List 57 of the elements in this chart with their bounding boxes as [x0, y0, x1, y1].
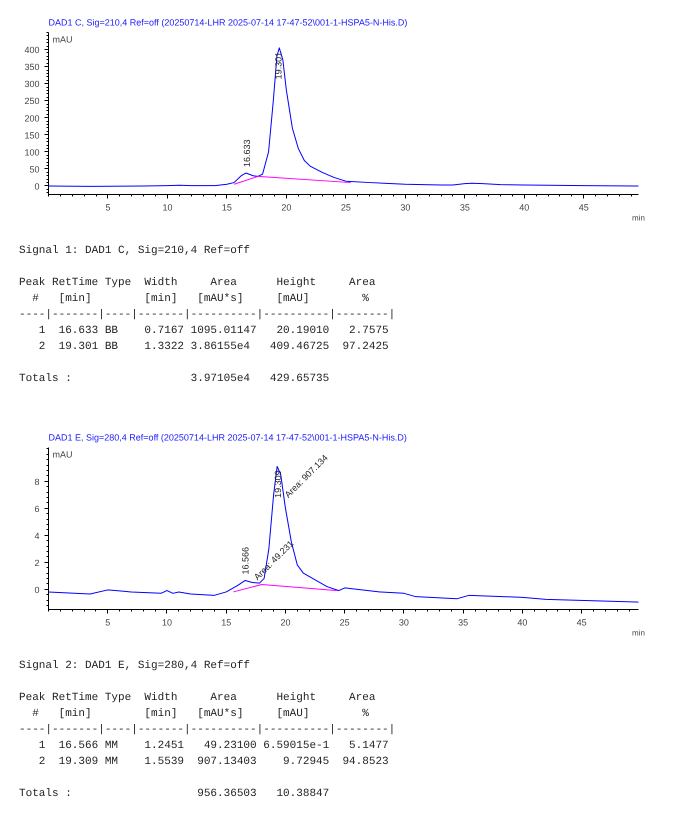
annotation: 16.633 — [242, 139, 252, 168]
x-tick-label: 35 — [458, 618, 468, 628]
line-series — [48, 47, 638, 187]
text: 1 16.566 MM 1.2451 49.23100 6.59015e-1 5.1477 — [38, 740, 389, 752]
y-tick-label: 300 — [24, 79, 40, 90]
text: Peak RetTime Type Width Area Height Area — [19, 692, 376, 704]
y-tick-label: 0 — [34, 181, 40, 192]
x-tick-label: 30 — [398, 618, 409, 628]
x-tick-label: 20 — [280, 618, 290, 628]
x-tick-label: 5 — [105, 202, 110, 212]
x-tick-label: 20 — [281, 202, 292, 212]
text: 2 19.309 MM 1.5539 907.13403 9.72945 94.8523 — [38, 756, 389, 768]
x-tick-label: 10 — [162, 202, 172, 212]
y-axis-title: mAU — [52, 34, 72, 44]
text: Totals : 3.97105e4 429.65735 — [19, 372, 330, 384]
x-tick-label: 5 — [105, 618, 110, 628]
x-tick-label: 15 — [222, 202, 232, 212]
y-tick-label: 2 — [34, 558, 40, 568]
y-tick-label: 350 — [24, 62, 40, 72]
x-tick-label: 35 — [460, 202, 470, 212]
text: 1 16.633 BB 0.7167 1095.01147 20.19010 2.7575 — [38, 324, 389, 337]
x-axis-title: min — [632, 628, 645, 638]
chart-title: DAD1 C, Sig=210,4 Ref=off (20250714-LHR 2025-07-14 17-47-52\001-1-HSPA5-N-His.D) — [48, 18, 408, 28]
text: Signal 1: DAD1 C, Sig=210,4 Ref=off — [19, 245, 250, 257]
x-tick-label: 45 — [578, 202, 589, 212]
annotation: 19.309 — [272, 470, 283, 498]
chart-title: DAD1 E, Sig=280,4 Ref=off (20250714-LHR 2025-07-14 17-47-52\001-1-HSPA5-N-His.D) — [48, 432, 407, 442]
y-tick-label: 4 — [34, 530, 40, 541]
y-tick-label: 50 — [29, 164, 40, 174]
x-tick-label: 10 — [162, 618, 172, 628]
y-tick-label: 250 — [24, 96, 40, 106]
y-axis-title: mAU — [52, 450, 72, 460]
y-tick-label: 100 — [24, 147, 40, 158]
text: ----|-------|----|-------|----------|----------|--------| — [19, 308, 396, 321]
text: # [min] [min] [mAU*s] [mAU] % — [32, 292, 369, 305]
x-tick-label: 25 — [340, 618, 350, 628]
x-tick-label: 25 — [340, 202, 351, 212]
x-tick-label: 15 — [221, 618, 232, 628]
text: Peak RetTime Type Width Area Height Area — [19, 276, 376, 289]
y-tick-label: 0 — [34, 584, 40, 595]
text: Totals : 956.36503 10.38847 — [19, 788, 330, 800]
x-axis-title: min — [632, 214, 645, 222]
y-tick-label: 400 — [24, 45, 40, 56]
text: 2 19.301 BB 1.3322 3.86155e4 409.46725 97.2425 — [38, 340, 389, 353]
y-tick-label: 6 — [34, 504, 40, 514]
x-tick-label: 45 — [576, 618, 587, 628]
x-tick-label: 40 — [517, 618, 528, 628]
y-tick-label: 8 — [34, 476, 40, 487]
x-tick-label: 40 — [519, 202, 530, 212]
annotation: 19.301 — [274, 52, 284, 80]
text: ----|-------|----|-------|----------|----------|--------| — [19, 724, 396, 736]
text: # [min] [min] [mAU*s] [mAU] % — [32, 708, 369, 720]
annotation: 16.566 — [240, 546, 250, 574]
x-tick-label: 30 — [400, 202, 410, 212]
text: Signal 2: DAD1 E, Sig=280,4 Ref=off — [19, 660, 250, 672]
y-tick-label: 150 — [24, 130, 40, 140]
y-tick-label: 200 — [24, 113, 40, 124]
